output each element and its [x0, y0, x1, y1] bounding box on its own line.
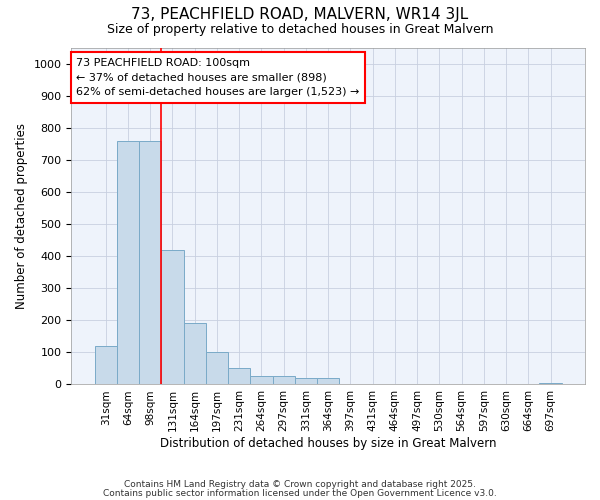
Bar: [317, 378, 339, 384]
Y-axis label: Number of detached properties: Number of detached properties: [15, 123, 28, 309]
Text: 73, PEACHFIELD ROAD, MALVERN, WR14 3JL: 73, PEACHFIELD ROAD, MALVERN, WR14 3JL: [131, 8, 469, 22]
Text: Contains public sector information licensed under the Open Government Licence v3: Contains public sector information licen…: [103, 489, 497, 498]
Bar: [228, 368, 250, 384]
Bar: [250, 376, 272, 384]
Text: Contains HM Land Registry data © Crown copyright and database right 2025.: Contains HM Land Registry data © Crown c…: [124, 480, 476, 489]
Bar: [95, 346, 117, 385]
Bar: [295, 378, 317, 384]
Text: 73 PEACHFIELD ROAD: 100sqm
← 37% of detached houses are smaller (898)
62% of sem: 73 PEACHFIELD ROAD: 100sqm ← 37% of deta…: [76, 58, 360, 97]
Bar: [117, 140, 139, 384]
Bar: [206, 352, 228, 384]
Bar: [139, 140, 161, 384]
Bar: [161, 250, 184, 384]
Bar: [272, 376, 295, 384]
X-axis label: Distribution of detached houses by size in Great Malvern: Distribution of detached houses by size …: [160, 437, 496, 450]
Bar: [184, 324, 206, 384]
Text: Size of property relative to detached houses in Great Malvern: Size of property relative to detached ho…: [107, 22, 493, 36]
